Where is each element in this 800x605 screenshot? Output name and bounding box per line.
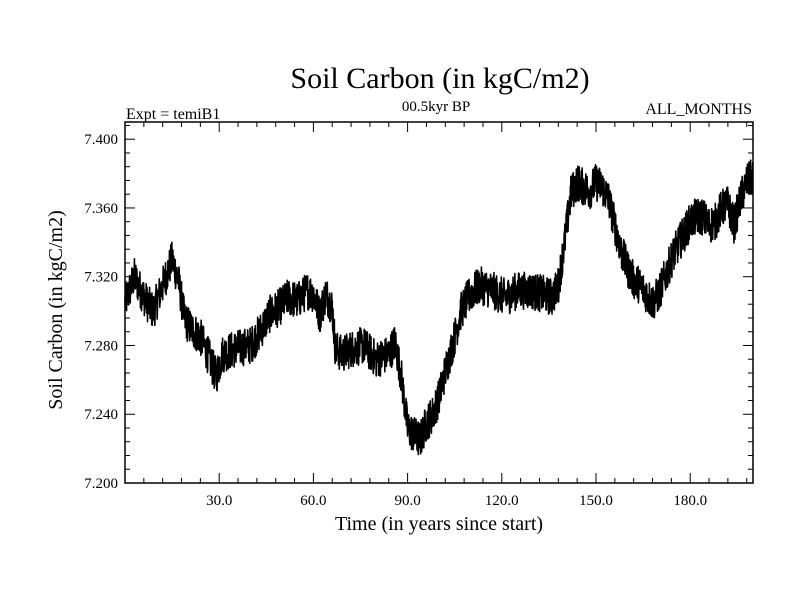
x-tick-label: 180.0	[673, 493, 707, 509]
x-tick-label: 90.0	[394, 493, 420, 509]
soil-carbon-series-line	[124, 159, 754, 456]
x-tick-labels: 30.0 60.0 90.0 120.0 150.0 180.0	[206, 493, 707, 509]
x-tick-label: 30.0	[206, 493, 232, 509]
plot-frame	[124, 121, 754, 484]
y-tick-label: 7.280	[84, 338, 118, 354]
y-tick-label: 7.240	[84, 407, 118, 423]
chart-title: Soil Carbon (in kgC/m2)	[290, 62, 589, 95]
y-axis-label: Soil Carbon (in kgC/m2)	[45, 210, 67, 409]
months-label: ALL_MONTHS	[645, 101, 752, 118]
y-tick-labels: 7.200 7.240 7.280 7.320 7.360 7.400	[84, 132, 118, 492]
x-tick-label: 150.0	[579, 493, 613, 509]
x-tick-label: 60.0	[300, 493, 326, 509]
chart-subtitle: 00.5kyr BP	[402, 99, 470, 115]
x-axis-label: Time (in years since start)	[335, 513, 543, 535]
experiment-label: Expt = temiB1	[126, 106, 220, 123]
y-tick-label: 7.200	[84, 476, 118, 492]
x-tick-label: 120.0	[485, 493, 519, 509]
y-tick-label: 7.360	[84, 201, 118, 217]
y-tick-label: 7.400	[84, 132, 118, 148]
y-tick-label: 7.320	[84, 270, 118, 286]
